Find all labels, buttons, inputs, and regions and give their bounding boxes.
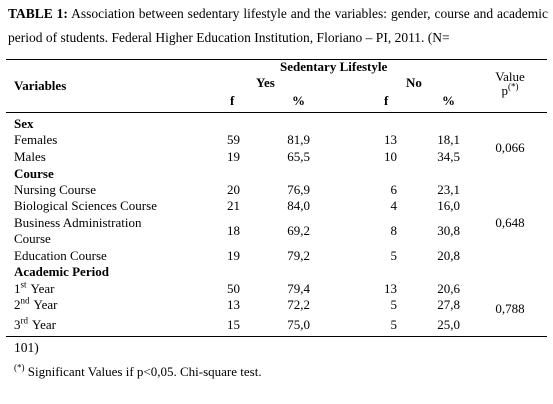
cell: 79,2 [287,248,310,263]
value-header: Value [495,69,525,84]
cell: 76,9 [287,182,310,197]
cell: 20 [227,182,240,197]
yes-header: Yes [256,75,275,90]
row-label: 2nd Year [14,295,58,313]
caption-continuation: 101) [14,340,39,355]
cell: 65,5 [287,149,310,164]
cell: 19 [227,248,240,263]
cell: 18,1 [437,132,460,147]
bottom-rule [6,336,547,337]
cell: 34,5 [437,149,460,164]
row-label: Education Course [14,248,107,263]
variables-header: Variables [14,78,67,93]
cell: 81,9 [287,132,310,147]
no-header: No [406,75,422,90]
footnote: (*) Significant Values if p<0,05. Chi-sq… [14,362,262,380]
cell: 69,2 [287,223,310,238]
row-label: Nursing Course [14,182,96,197]
col-header: f [384,93,389,108]
row-label-num: 2 [14,297,21,312]
section-title: Academic Period [14,264,109,279]
cell: 25,0 [437,317,460,332]
footnote-text: Significant Values if p<0,05. Chi-square… [27,364,262,379]
cell: 16,0 [437,198,460,213]
cell: 4 [390,198,398,213]
row-label: Females [14,132,58,147]
row-label: 3rd Year [14,315,56,333]
footnote-mark: (*) [14,362,25,373]
cell: 50 [227,281,240,296]
p-value: 0,788 [495,301,525,316]
caption-text: Association between sedentary lifestyle … [8,6,548,45]
cell: 27,8 [437,297,460,312]
col-header: % [442,93,455,108]
group-header: Sedentary Lifestyle [280,59,388,74]
table-caption: TABLE 1: Association between sedentary l… [8,2,548,50]
cell: 79,4 [287,281,310,296]
cell: 21 [227,198,240,213]
row-label-sup: rd [20,315,29,326]
row-label-text: Year [33,297,58,312]
cell: 5 [390,317,398,332]
row-label-text: Year [32,317,56,332]
cell: 8 [390,223,398,238]
section-title: Sex [14,116,34,131]
cell: 59 [227,132,240,147]
p-label: p [501,83,509,98]
cell: 15 [227,317,240,332]
cell: 72,2 [287,297,310,312]
cell: 23,1 [437,182,460,197]
top-rule [6,59,547,60]
p-value: 0,648 [495,215,525,230]
cell: 20,8 [437,248,460,263]
p-value: 0,066 [495,140,525,155]
row-label: Business Administration Course [14,215,142,246]
cell: 18 [227,223,240,238]
cell: 30,8 [437,223,460,238]
p-mark: (*) [508,81,519,92]
cell: 19 [227,149,240,164]
header-rule [6,112,547,113]
cell: 20,6 [437,281,460,296]
section-title: Course [14,166,54,181]
cell: 5 [390,248,398,263]
row-label: Males [14,149,46,164]
col-header: % [292,93,305,108]
row-label-num: 3 [14,317,21,332]
p-header: p(*) [480,81,540,99]
col-header: f [230,93,235,108]
cell: 13 [384,132,397,147]
cell: 13 [384,281,397,296]
cell: 5 [390,297,398,312]
row-label: Biological Sciences Course [14,198,157,213]
row-label-num: 1 [14,281,21,296]
row-label-sup: nd [20,295,30,306]
caption-label: TABLE 1: [8,6,68,21]
row-label-sup: st [20,279,27,290]
cell: 84,0 [287,198,310,213]
cell: 10 [384,149,397,164]
row-label: 1st Year [14,279,55,297]
cell: 6 [390,182,398,197]
row-label-text: Year [30,281,55,296]
cell: 75,0 [287,317,310,332]
cell: 13 [227,297,240,312]
